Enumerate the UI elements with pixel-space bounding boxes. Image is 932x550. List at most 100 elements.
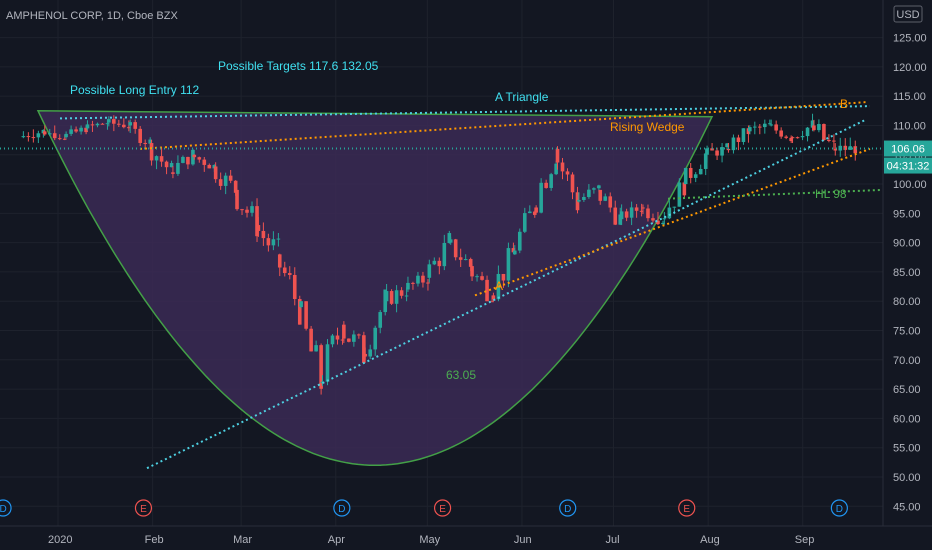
candle-body <box>490 301 494 303</box>
price-tick-label: 90.00 <box>893 238 921 250</box>
candle-body <box>148 139 152 144</box>
candle-body <box>406 282 410 290</box>
candle-body <box>554 163 558 175</box>
candle-body <box>314 345 318 352</box>
targets-annotation: Possible Targets 117.6 132.05 <box>218 59 379 73</box>
candle-body <box>853 146 858 154</box>
candle-body <box>598 189 603 201</box>
candle-body <box>613 207 618 225</box>
candle-body <box>159 156 164 162</box>
candle-body <box>639 210 644 212</box>
candle-body <box>186 156 190 165</box>
candle-body <box>511 248 516 253</box>
candle-body <box>565 171 570 175</box>
candle-body <box>512 250 517 255</box>
candle-body <box>672 206 677 208</box>
candle-body <box>138 128 142 143</box>
candle-body <box>634 207 639 211</box>
candle-body <box>779 130 783 137</box>
candle-body <box>299 301 303 308</box>
candle-body <box>84 127 88 133</box>
candle-body <box>800 136 805 138</box>
candle-body <box>447 233 452 243</box>
candle-body <box>325 344 330 382</box>
event-marker-label: D <box>0 504 7 515</box>
candle-body <box>143 142 147 144</box>
candle-body <box>363 353 368 357</box>
candle-body <box>608 196 613 208</box>
candle-body <box>453 239 458 258</box>
candle-body <box>736 137 741 143</box>
candle-body <box>532 211 537 215</box>
candle-body <box>277 254 282 268</box>
time-label: Mar <box>233 534 252 546</box>
candle-body <box>416 275 420 284</box>
candle-body <box>789 137 793 142</box>
rising-wedge-annotation: Rising Wedge <box>610 120 685 134</box>
candle-body <box>683 167 688 185</box>
candle-body <box>373 327 378 350</box>
dividend-marker <box>0 499 12 517</box>
candle-body <box>534 207 538 213</box>
candle-body <box>698 168 703 175</box>
candle-body <box>36 133 41 138</box>
candle-body <box>342 324 346 339</box>
currency-badge[interactable] <box>893 5 923 23</box>
candle-body <box>421 275 425 283</box>
candle-body <box>378 312 383 328</box>
time-label: Jul <box>606 534 620 546</box>
point-b-annotation: B <box>840 97 848 111</box>
candle-body <box>646 208 650 219</box>
candle-body <box>667 207 672 219</box>
candle-body <box>629 207 634 218</box>
candle-body <box>812 125 816 131</box>
price-axis[interactable] <box>883 0 932 526</box>
candle-body <box>213 166 218 180</box>
candle-body <box>720 147 724 156</box>
time-label: Jun <box>514 534 532 546</box>
candle-body <box>31 137 36 139</box>
candle-body <box>47 133 52 135</box>
candle-body <box>741 128 746 143</box>
time-axis[interactable] <box>0 526 932 550</box>
candle-body <box>624 211 629 218</box>
candle-body <box>731 137 736 151</box>
time-label: May <box>419 534 440 546</box>
candle-body <box>662 218 667 220</box>
earnings-marker <box>433 499 452 517</box>
price-tick-label: 115.00 <box>893 91 926 103</box>
candle-body <box>389 291 394 304</box>
candle-body <box>133 122 137 129</box>
candle-body <box>292 274 297 299</box>
hl-annotation: HL 98 <box>815 187 847 201</box>
candle-body <box>340 339 345 341</box>
candle-body <box>79 127 83 132</box>
candle-body <box>26 136 31 138</box>
candle-body <box>468 259 473 267</box>
candle-body <box>271 239 276 246</box>
candle-body <box>603 196 608 201</box>
cup-pattern <box>36 110 714 467</box>
candle-body <box>256 225 261 231</box>
candle-body <box>427 264 432 278</box>
candle-body <box>319 345 323 389</box>
candle-body <box>127 127 131 129</box>
candle-body <box>304 301 308 329</box>
candle-body <box>357 334 361 336</box>
candle-body <box>368 349 373 357</box>
triangle-annotation: A Triangle <box>495 90 549 104</box>
candle-body <box>539 182 543 213</box>
triangle-top-line <box>59 105 871 120</box>
candle-body <box>753 126 757 128</box>
candle-body <box>597 185 601 189</box>
candle-body <box>282 267 287 274</box>
price-tick-label: 75.00 <box>893 326 921 338</box>
candle-body <box>748 127 752 132</box>
long-entry-annotation: Possible Long Entry 112 <box>70 83 200 97</box>
candle-body <box>235 189 239 210</box>
candle-body <box>688 167 693 178</box>
candle-body <box>352 334 356 342</box>
price-tick-label: 125.00 <box>893 33 927 45</box>
time-label: Apr <box>328 534 345 546</box>
